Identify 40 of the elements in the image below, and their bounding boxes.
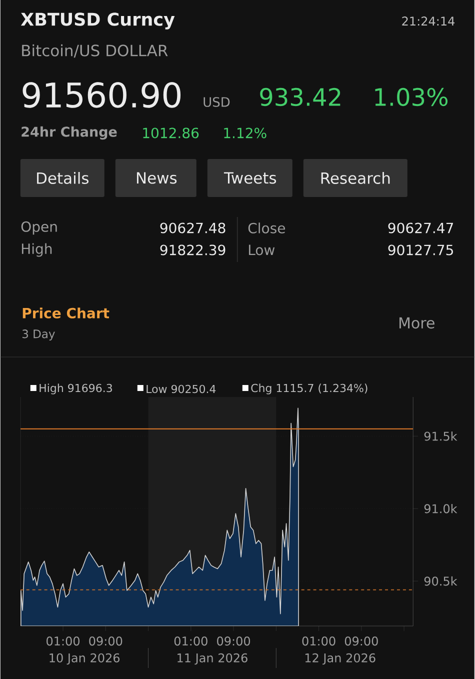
text: 90127.75 xyxy=(388,244,454,256)
text: Price Chart xyxy=(22,308,110,318)
x-tick-label: 01:00 xyxy=(174,636,208,646)
x-tick-label: 09:00 xyxy=(345,636,378,646)
x-tick-label: 01:00 xyxy=(302,636,336,646)
x-tick-label: 01:00 xyxy=(46,636,80,646)
text: 11 Jan 2026 xyxy=(178,653,248,665)
text: Details xyxy=(37,172,89,184)
text: 933.42 xyxy=(260,88,340,106)
text: Low xyxy=(249,244,275,256)
text: Research xyxy=(321,172,390,184)
x-tick-label: 09:00 xyxy=(217,636,250,646)
x-tick-label: 09:00 xyxy=(89,636,122,646)
y-tick-label: 91.0k xyxy=(424,504,458,514)
text: 21:24:14 xyxy=(402,16,455,26)
text: 1.12% xyxy=(224,128,266,138)
text: High 91696.3 xyxy=(40,384,112,394)
text: News xyxy=(137,172,177,184)
text: USD xyxy=(204,97,230,107)
text: 91822.39 xyxy=(160,244,226,256)
text: 90627.47 xyxy=(388,222,454,234)
y-tick-label: 90.5k xyxy=(424,576,458,586)
text: Close xyxy=(248,222,286,234)
y-tick-label: 91.5k xyxy=(424,431,458,441)
text: Chg 1115.7 (1.234%) xyxy=(251,384,368,394)
text: 1012.86 xyxy=(143,128,199,138)
text: Open xyxy=(21,221,57,235)
chart-title: XBTUSD Curncy xyxy=(21,12,175,30)
text: 90627.48 xyxy=(160,222,226,234)
text: 24hr Change xyxy=(22,126,117,140)
text: 1.03% xyxy=(375,88,448,106)
text: High xyxy=(22,243,52,257)
text: 91560.90 xyxy=(22,82,181,108)
text: 3 Day xyxy=(22,330,56,340)
text: More xyxy=(400,317,435,329)
text: 10 Jan 2026 xyxy=(50,653,120,665)
text: Tweets xyxy=(224,172,276,184)
text: Low 90250.4 xyxy=(146,384,216,394)
text: 12 Jan 2026 xyxy=(306,653,376,665)
chart-subtitle: Bitcoin/US DOLLAR xyxy=(22,44,168,58)
